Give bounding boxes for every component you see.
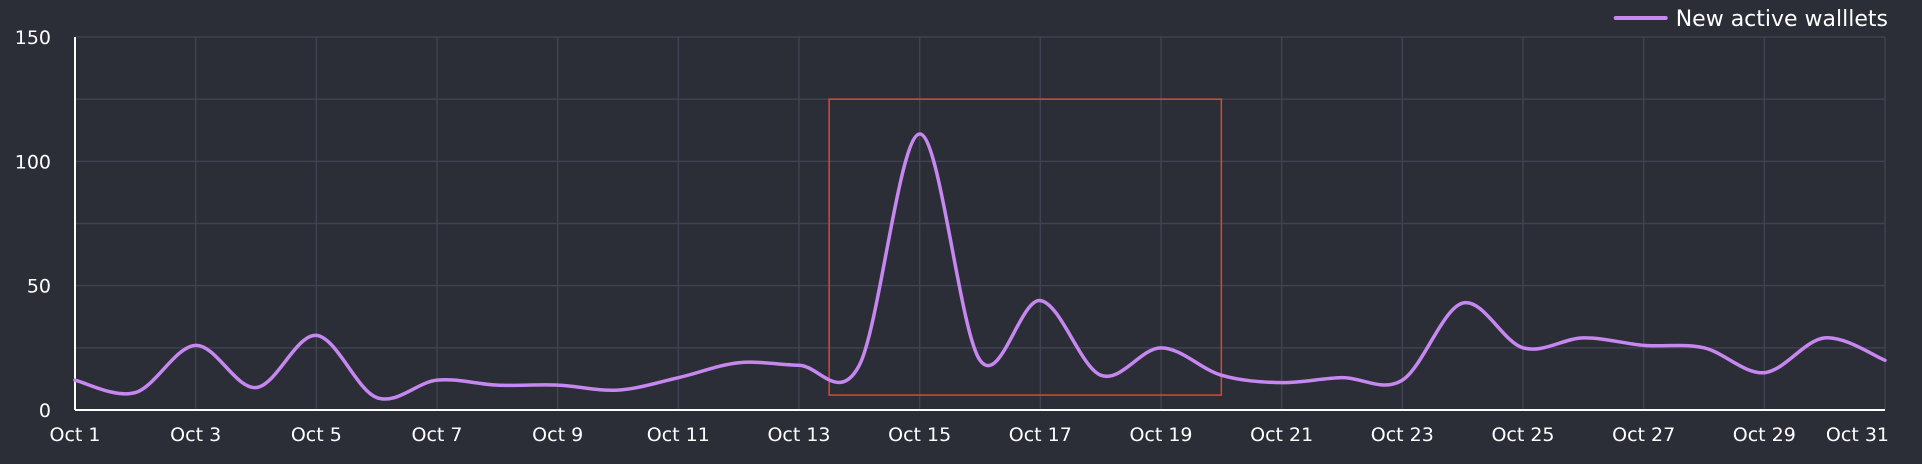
- x-tick-label: Oct 23: [1371, 424, 1434, 446]
- y-tick-label: 50: [27, 276, 51, 298]
- y-tick-label: 0: [39, 400, 51, 422]
- grid-lines: [74, 36, 1886, 411]
- y-tick-label: 100: [15, 151, 51, 173]
- axes: [74, 37, 1885, 411]
- x-tick-label: Oct 5: [291, 424, 342, 446]
- x-tick-label: Oct 11: [647, 424, 710, 446]
- x-tick-label: Oct 21: [1250, 424, 1313, 446]
- x-tick-label: Oct 15: [888, 424, 951, 446]
- y-tick-label: 150: [15, 27, 51, 49]
- x-tick-label: Oct 19: [1129, 424, 1192, 446]
- x-tick-label: Oct 7: [412, 424, 463, 446]
- legend-label: New active walllets: [1676, 7, 1888, 32]
- x-tick-label: Oct 25: [1491, 424, 1554, 446]
- x-tick-label: Oct 9: [532, 424, 583, 446]
- highlight-rectangle: [828, 98, 1223, 396]
- x-tick-label: Oct 17: [1009, 424, 1072, 446]
- x-tick-label: Oct 3: [170, 424, 221, 446]
- x-tick-label: Oct 1: [50, 424, 101, 446]
- legend[interactable]: New active walllets: [1613, 7, 1888, 32]
- x-tick-label: Oct 31: [1826, 424, 1889, 446]
- y-axis-ticks: 0 50 100 150: [15, 27, 51, 422]
- series-line-0: [73, 132, 1887, 401]
- highlight-box: [828, 98, 1223, 396]
- x-tick-label: Oct 29: [1733, 424, 1796, 446]
- x-tick-label: Oct 27: [1612, 424, 1675, 446]
- x-tick-label: Oct 13: [767, 424, 830, 446]
- x-axis-ticks: Oct 1 Oct 3 Oct 5 Oct 7 Oct 9 Oct 11 Oct 13 Oct…: [50, 424, 1889, 446]
- series-lines: [73, 132, 1887, 401]
